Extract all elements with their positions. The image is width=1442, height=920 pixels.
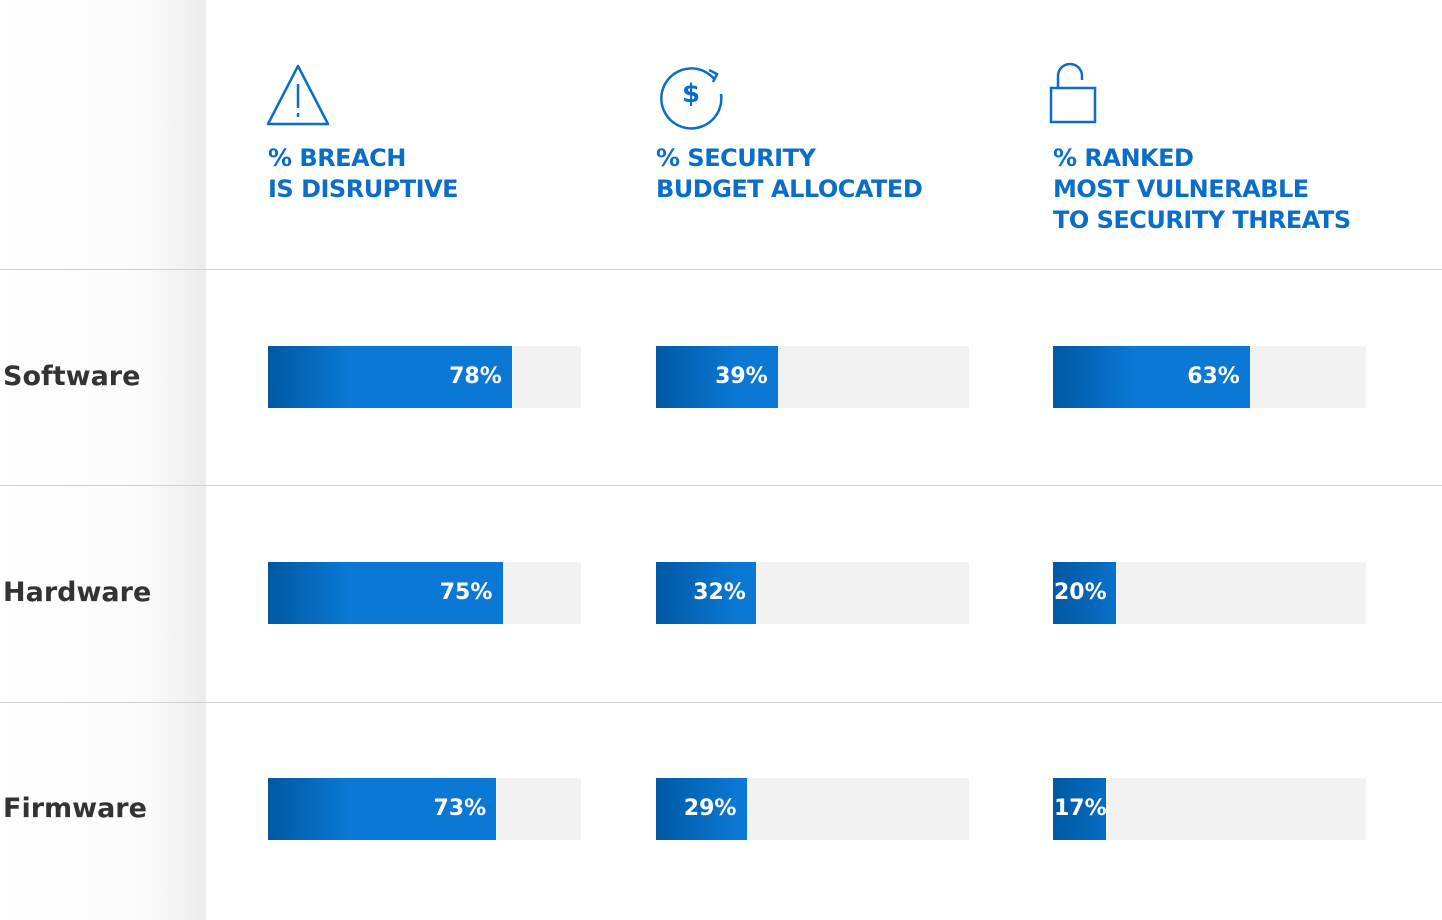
bar [268, 346, 513, 408]
column-header: % SECURITY BUDGET ALLOCATED [656, 144, 923, 203]
column-header: % BREACH IS DISRUPTIVE [268, 144, 459, 203]
bar [656, 562, 757, 624]
column-header: % RANKED MOST VULNERABLE TO SECURITY THR… [1053, 144, 1351, 234]
unlock-icon [1049, 62, 1097, 124]
value-label: 78% [449, 364, 502, 389]
bar [1053, 562, 1116, 624]
separator [0, 269, 1442, 270]
separator [0, 485, 1442, 486]
budget-icon: $ [660, 67, 723, 130]
side-shade [0, 0, 206, 920]
bar [268, 562, 503, 624]
value-label: 29% [683, 796, 737, 821]
value-label: 75% [439, 580, 493, 605]
value-label: 63% [1187, 364, 1240, 389]
warning-icon [266, 64, 330, 126]
category-label: Software [3, 361, 141, 392]
bar [656, 778, 747, 840]
category-label: Firmware [3, 793, 147, 824]
bar [656, 346, 779, 408]
svg-text:$: $ [682, 79, 700, 109]
category-label: Hardware [3, 577, 152, 608]
bar [268, 778, 497, 840]
separator [0, 702, 1442, 703]
value-label: 73% [433, 796, 487, 821]
value-label: 17% [1054, 796, 1107, 821]
value-label: 39% [715, 364, 768, 389]
bar [1053, 778, 1107, 840]
bar [1053, 346, 1251, 408]
value-label: 20% [1054, 580, 1107, 605]
value-label: 32% [693, 580, 746, 605]
